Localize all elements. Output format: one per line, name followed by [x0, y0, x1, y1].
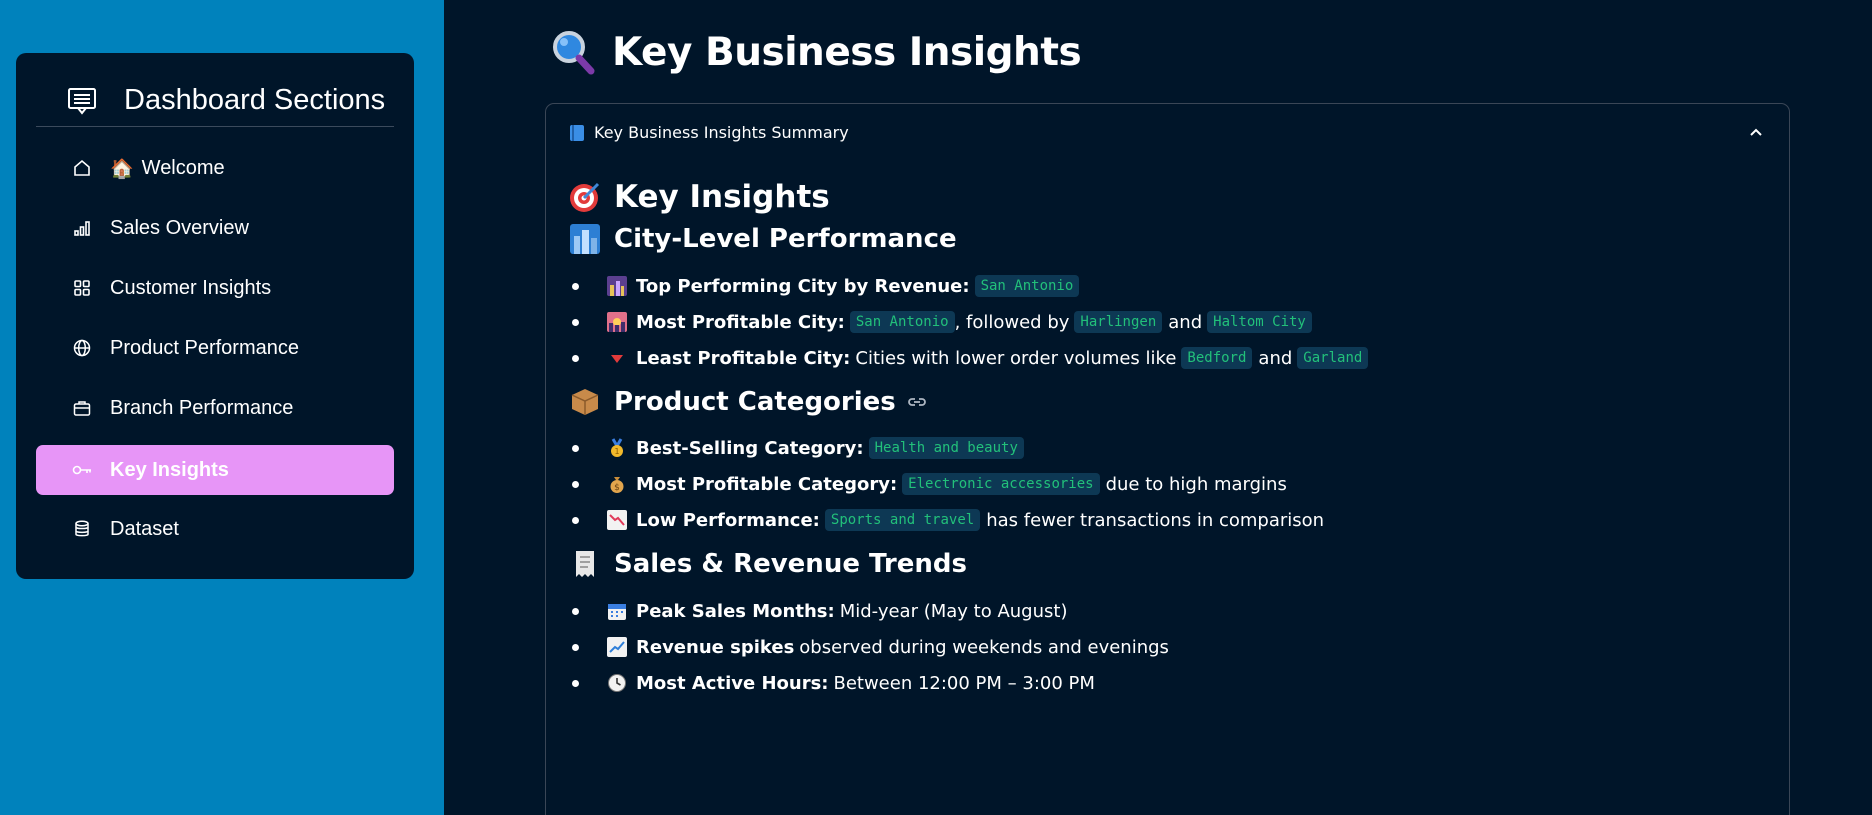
- list-item: 1 Best-Selling Category: Health and beau…: [568, 430, 1329, 466]
- sidebar-title: Dashboard Sections: [124, 84, 386, 116]
- target-icon: [568, 180, 602, 214]
- sidebar-item-label: Welcome: [141, 156, 225, 179]
- chevron-up-icon[interactable]: [1747, 124, 1765, 142]
- item-bold: Revenue spikes: [636, 636, 795, 658]
- item-bold: Least Profitable City:: [636, 347, 851, 369]
- database-icon: [71, 518, 93, 540]
- code-value: Sports and travel: [824, 509, 981, 531]
- home-icon: [71, 157, 93, 179]
- product-insights-list: 1 Best-Selling Category: Health and beau…: [568, 430, 1329, 538]
- svg-text:1: 1: [614, 447, 619, 456]
- code-value: San Antonio: [974, 275, 1080, 297]
- item-bold: Low Performance:: [636, 509, 820, 531]
- code-value: Harlingen: [1074, 311, 1163, 333]
- sidebar-item-branch-performance[interactable]: Branch Performance: [36, 383, 394, 433]
- magnifier-icon: [553, 31, 595, 75]
- page-title: Key Business Insights: [550, 28, 1082, 76]
- package-icon: [568, 385, 602, 419]
- grid-icon: [71, 277, 93, 299]
- item-bold: Most Profitable City:: [636, 311, 845, 333]
- item-bold: Best-Selling Category:: [636, 437, 864, 459]
- list-item: Low Performance: Sports and travel has f…: [568, 502, 1329, 538]
- sidebar: Dashboard Sections 🏠 Welcome Sales Overv…: [0, 0, 444, 815]
- sunset-city-icon: [606, 311, 628, 333]
- sidebar-item-key-insights[interactable]: Key Insights: [36, 445, 394, 495]
- money-bag-icon: $: [606, 473, 628, 495]
- bar-chart-icon: [71, 217, 93, 239]
- code-value: Electronic accessories: [902, 473, 1100, 495]
- code-value: Garland: [1297, 347, 1369, 369]
- sales-insights-list: Peak Sales Months: Mid-year (May to Augu…: [568, 593, 1174, 701]
- gold-medal-icon: 1: [606, 437, 628, 459]
- night-city-icon: [606, 275, 628, 297]
- sidebar-item-label: Sales Overview: [110, 216, 249, 239]
- expander-header[interactable]: Key Business Insights Summary: [568, 123, 849, 142]
- item-bold: Most Active Hours:: [636, 672, 829, 694]
- sidebar-header: Dashboard Sections: [36, 75, 394, 127]
- list-item: $ Most Profitable Category: Electronic a…: [568, 466, 1329, 502]
- sidebar-item-label: Dataset: [110, 517, 179, 540]
- cityscape-icon: [568, 222, 602, 256]
- sidebar-menu: Dashboard Sections 🏠 Welcome Sales Overv…: [16, 53, 414, 579]
- book-icon: [570, 124, 584, 141]
- section-title: City-Level Performance: [614, 224, 957, 254]
- sidebar-item-product-performance[interactable]: Product Performance: [36, 323, 394, 373]
- expander-label: Key Business Insights Summary: [594, 123, 849, 142]
- code-value: Health and beauty: [868, 437, 1024, 459]
- list-item: Top Performing City by Revenue: San Anto…: [568, 268, 1374, 304]
- house-emoji-icon: 🏠: [110, 157, 134, 180]
- down-triangle-icon: [606, 347, 628, 369]
- section-city-heading: City-Level Performance: [568, 222, 957, 256]
- code-value: San Antonio: [849, 311, 955, 333]
- page-title-text: Key Business Insights: [612, 29, 1082, 75]
- key-insights-heading: Key Insights: [568, 179, 830, 215]
- list-item: Revenue spikes observed during weekends …: [568, 629, 1174, 665]
- section-sales-heading: Sales & Revenue Trends: [568, 547, 967, 581]
- sidebar-item-label: Product Performance: [110, 336, 299, 359]
- code-value: Bedford: [1181, 347, 1253, 369]
- sidebar-item-dataset[interactable]: Dataset: [36, 504, 394, 554]
- item-bold: Top Performing City by Revenue:: [636, 275, 970, 297]
- city-insights-list: Top Performing City by Revenue: San Anto…: [568, 268, 1374, 376]
- item-bold: Peak Sales Months:: [636, 600, 835, 622]
- calendar-icon: [606, 600, 628, 622]
- sidebar-item-label: Customer Insights: [110, 276, 272, 299]
- svg-text:$: $: [614, 483, 620, 493]
- receipt-icon: [568, 547, 602, 581]
- globe-icon: [71, 337, 93, 359]
- item-bold: Most Profitable Category:: [636, 473, 898, 495]
- list-item: Peak Sales Months: Mid-year (May to Augu…: [568, 593, 1174, 629]
- section-title: Product Categories: [614, 387, 896, 417]
- list-item: Least Profitable City: Cities with lower…: [568, 340, 1374, 376]
- key-insights-title: Key Insights: [614, 179, 830, 215]
- link-icon[interactable]: [906, 391, 928, 413]
- sidebar-item-label: Branch Performance: [110, 396, 294, 419]
- list-item: Most Profitable City: San Antonio , foll…: [568, 304, 1374, 340]
- main-content: Key Business Insights Key Business Insig…: [444, 0, 1872, 815]
- clock-icon: [606, 672, 628, 694]
- section-product-heading: Product Categories: [568, 385, 928, 419]
- sidebar-item-label: Key Insights: [110, 458, 229, 481]
- code-value: Haltom City: [1207, 311, 1312, 333]
- insights-expander: Key Business Insights Summary Key Insigh…: [545, 103, 1790, 815]
- chart-down-icon: [606, 509, 628, 531]
- sidebar-item-welcome[interactable]: 🏠 Welcome: [36, 143, 394, 193]
- key-icon: [71, 459, 93, 481]
- sidebar-item-customer-insights[interactable]: Customer Insights: [36, 263, 394, 313]
- list-item: Most Active Hours: Between 12:00 PM – 3:…: [568, 665, 1174, 701]
- briefcase-icon: [71, 397, 93, 419]
- chart-up-icon: [606, 636, 628, 658]
- section-title: Sales & Revenue Trends: [614, 549, 967, 579]
- menu-list-icon: [68, 87, 96, 115]
- sidebar-item-sales-overview[interactable]: Sales Overview: [36, 203, 394, 253]
